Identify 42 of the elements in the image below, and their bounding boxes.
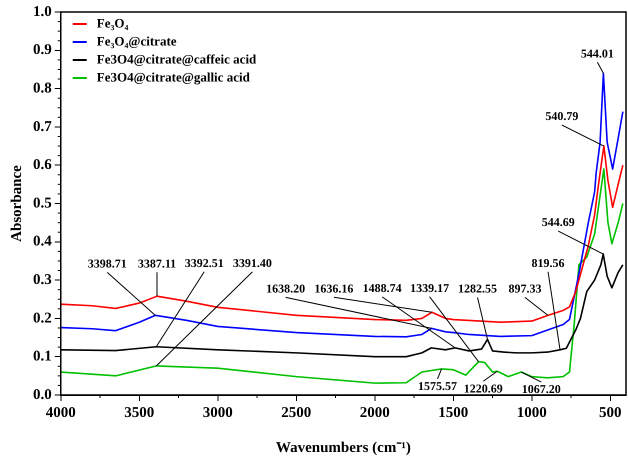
annotation: 3398.71 xyxy=(88,256,127,270)
y-tick-label: 1.0 xyxy=(33,4,52,20)
annotation: 897.33 xyxy=(508,281,542,296)
annotation: 1339.17 xyxy=(410,280,450,295)
annotation: 1575.57 xyxy=(418,379,458,394)
annotation: 544.69 xyxy=(542,215,575,230)
x-tick-label: 4000 xyxy=(46,404,76,421)
annotation: 1638.20 xyxy=(266,281,306,296)
y-tick-label: 0.8 xyxy=(33,80,52,96)
x-tick-label: 2000 xyxy=(360,404,390,421)
annotation: 819.56 xyxy=(532,256,565,270)
x-axis-title: Wavenumbers (cm⁻¹) xyxy=(276,440,411,456)
annotation: 540.79 xyxy=(545,109,578,124)
annotation: 1282.55 xyxy=(458,282,498,296)
x-tick-label: 3000 xyxy=(202,404,233,421)
y-tick-label: 0.2 xyxy=(33,310,52,326)
annotation: 1488.74 xyxy=(362,280,402,295)
annotation: 3392.51 xyxy=(184,256,224,270)
y-tick-label: 0.4 xyxy=(33,234,52,250)
annotation: 3387.11 xyxy=(138,256,176,270)
y-tick-label: 0.6 xyxy=(33,157,52,174)
y-axis-title: Absorbance xyxy=(8,164,25,242)
y-tick-label: 0.3 xyxy=(33,272,52,288)
y-tick-label: 0.9 xyxy=(33,42,52,58)
annotation: 1636.16 xyxy=(314,281,354,296)
legend-label: Fe₃O₄ xyxy=(96,15,128,30)
x-tick-label: 500 xyxy=(599,404,622,421)
legend-label: Fe₃O₄@citrate xyxy=(96,33,177,48)
x-tick-label: 1000 xyxy=(516,404,547,421)
annotation: 3391.40 xyxy=(232,256,272,270)
y-tick-label: 0.5 xyxy=(33,195,52,212)
legend-label: Fe3O4@citrate@caffeic acid xyxy=(96,51,258,66)
x-tick-label: 1500 xyxy=(438,404,468,421)
y-tick-label: 0.7 xyxy=(33,118,52,135)
x-tick-label: 2500 xyxy=(281,404,312,421)
y-tick-label: 0.1 xyxy=(33,348,52,365)
annotation: 544.01 xyxy=(580,46,614,60)
legend-label: Fe3O4@citrate@gallic acid xyxy=(96,69,251,84)
y-tick-label: 0.0 xyxy=(33,386,52,403)
x-tick-label: 3500 xyxy=(124,404,154,421)
annotation: 1220.69 xyxy=(464,381,503,396)
annotation: 1067.20 xyxy=(522,382,561,396)
